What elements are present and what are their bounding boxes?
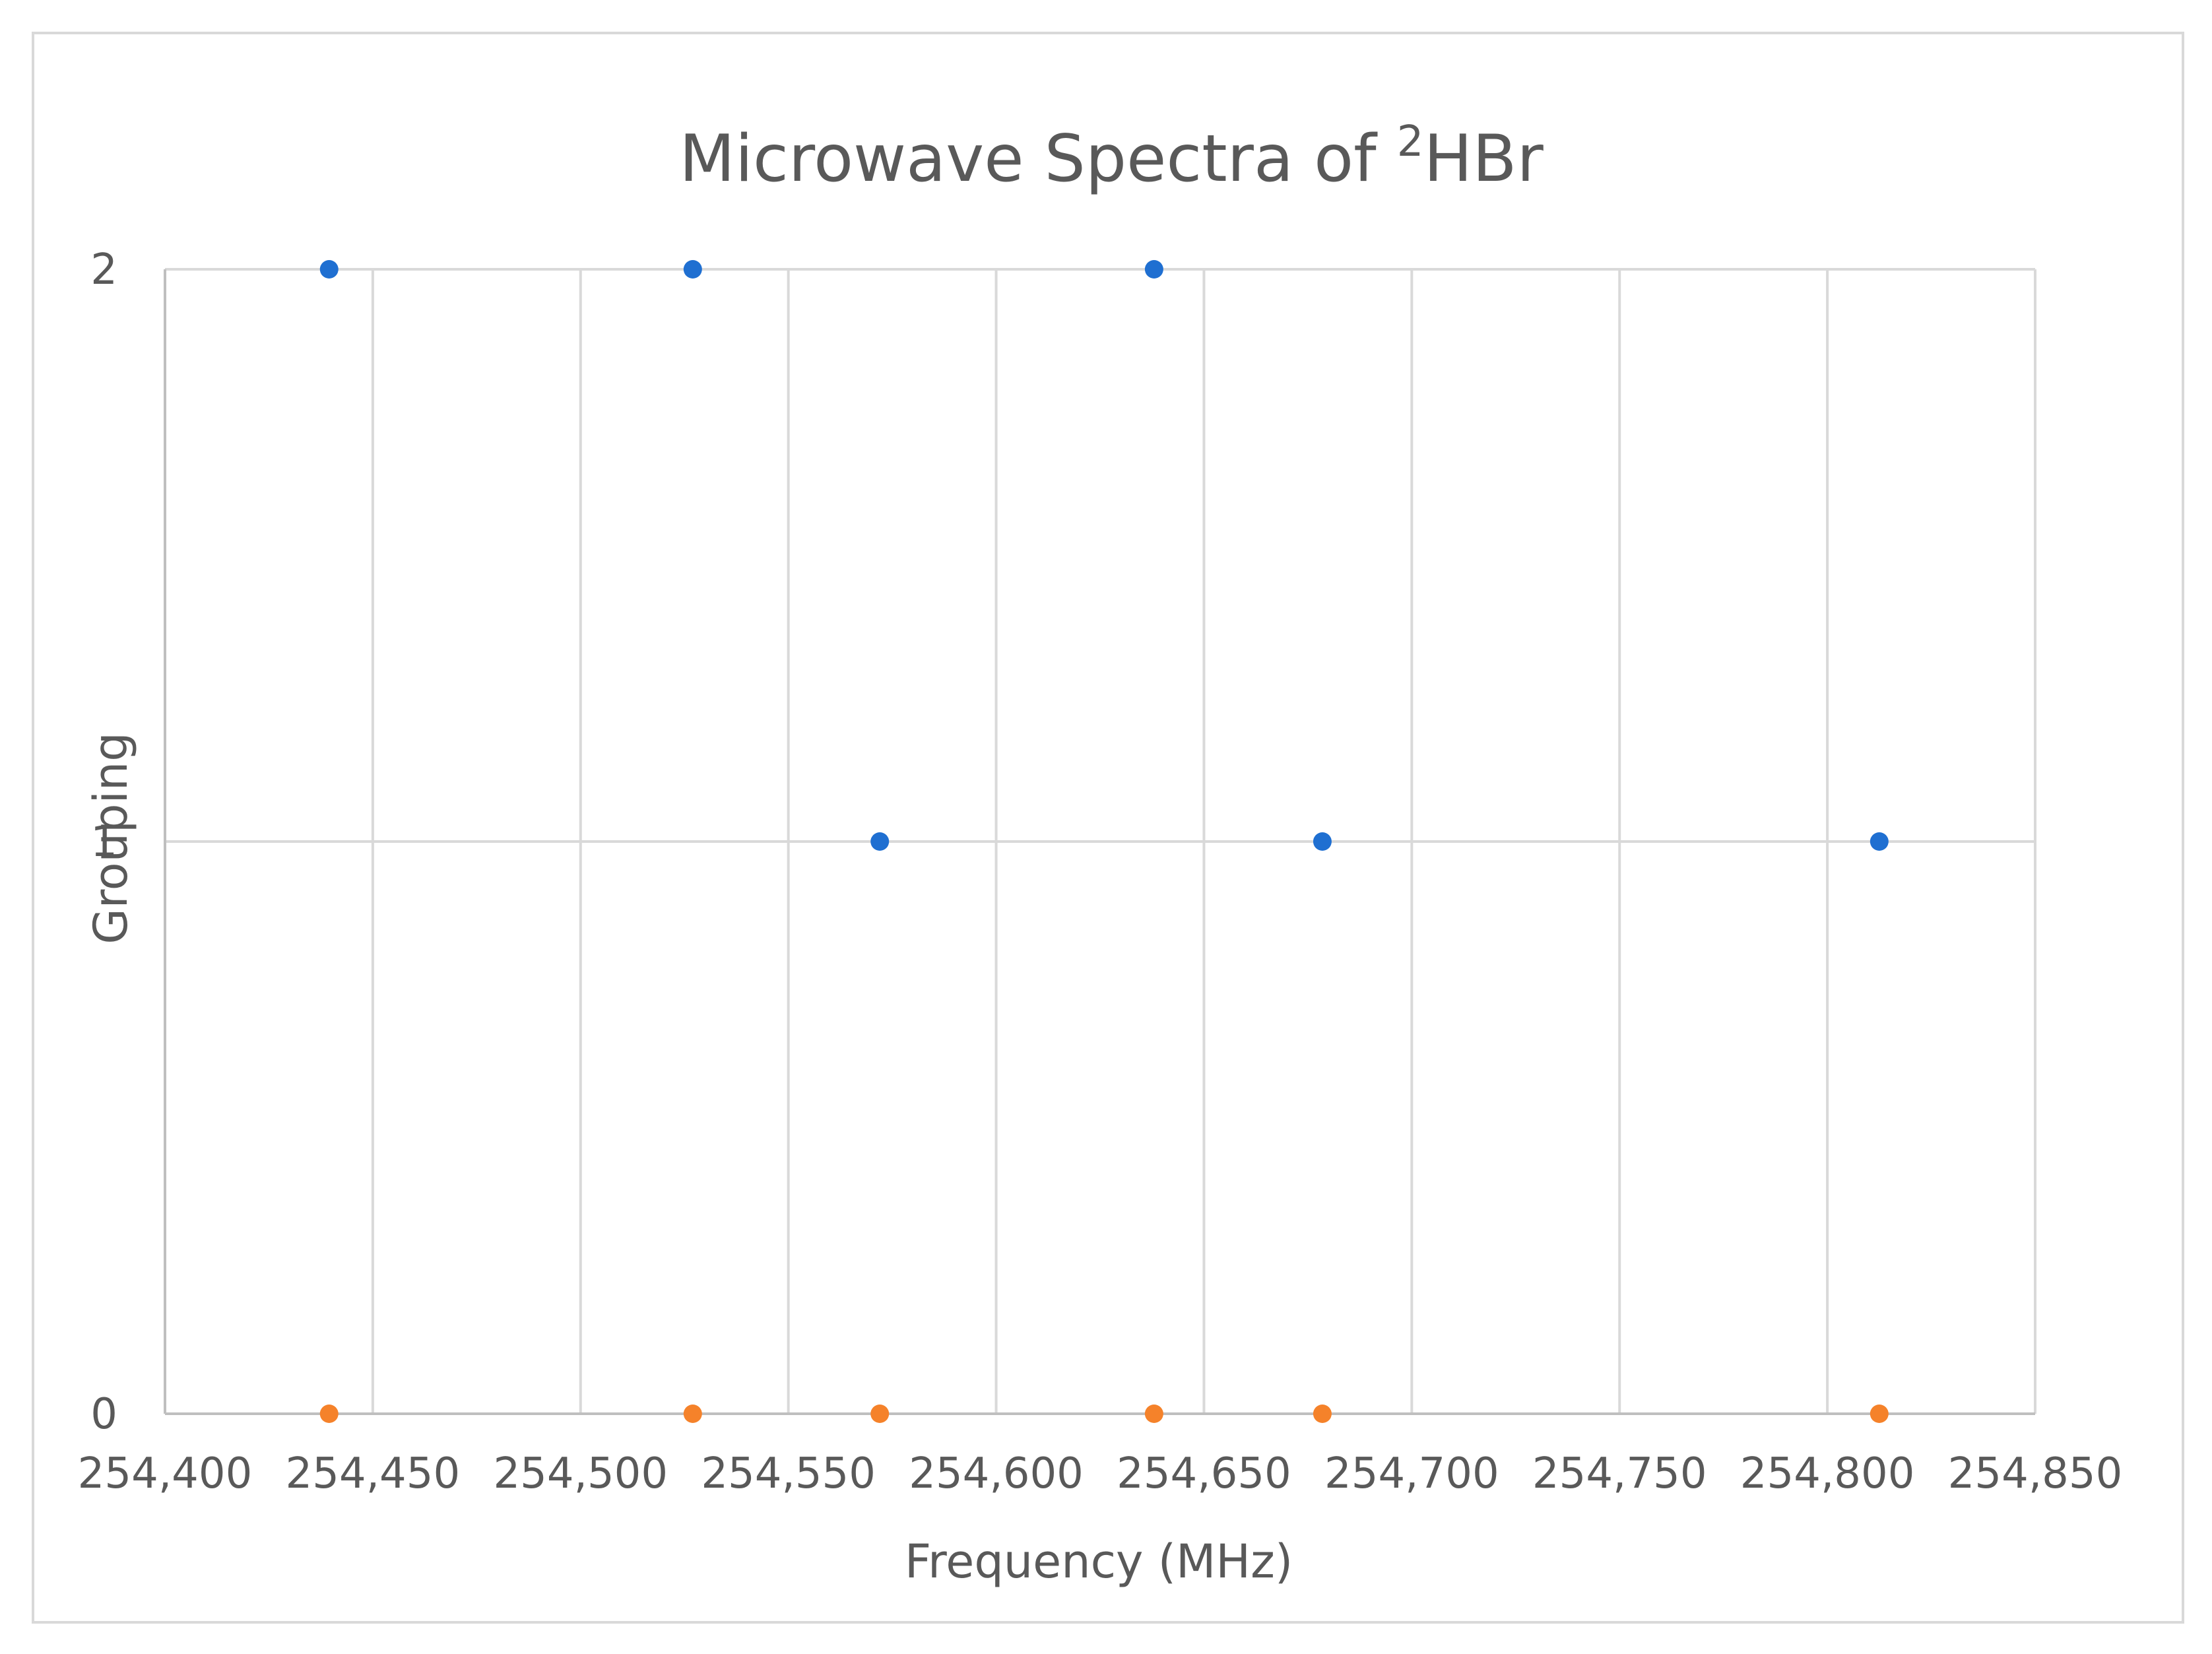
chart-svg: Microwave Spectra of 2HBr 254,400 254,450… — [78, 117, 2123, 1589]
x-tick-label: 254,600 — [909, 1449, 1084, 1498]
x-tick-label: 254,400 — [78, 1449, 253, 1498]
data-point-series-1 — [1313, 832, 1332, 851]
y-axis-label: Grouping — [84, 732, 138, 944]
grid-layer — [164, 268, 2036, 1414]
y-tick-label: 2 — [90, 246, 117, 294]
x-axis-label: Frequency (MHz) — [905, 1535, 1293, 1589]
y-tick-label: 1 — [90, 818, 117, 867]
x-tick-label: 254,550 — [701, 1449, 876, 1498]
y-tick-labels: 0 1 2 — [90, 246, 117, 1439]
data-point-series-1 — [1144, 260, 1163, 279]
x-tick-label: 254,850 — [1948, 1449, 2123, 1498]
data-point-series-2 — [870, 1405, 890, 1423]
data-point-series-1 — [319, 260, 339, 279]
chart-title-superscript: 2 — [1397, 117, 1424, 166]
chart-title: Microwave Spectra of 2HBr — [679, 117, 1544, 197]
data-point-series-2 — [319, 1405, 339, 1423]
data-point-series-1 — [870, 832, 890, 851]
x-tick-label: 254,800 — [1740, 1449, 1915, 1498]
x-tick-label: 254,500 — [493, 1449, 668, 1498]
data-point-series-2 — [1870, 1405, 1889, 1423]
data-point-series-2 — [683, 1405, 702, 1423]
x-tick-labels: 254,400 254,450 254,500 254,550 254,600 254,6… — [78, 1449, 2123, 1498]
x-tick-label: 254,450 — [286, 1449, 461, 1498]
chart-frame: Microwave Spectra of 2HBr 254,400 254,450… — [32, 32, 2184, 1624]
chart-title-end: HBr — [1424, 121, 1544, 197]
chart-title-main: Microwave Spectra of — [679, 121, 1397, 197]
x-tick-label: 254,650 — [1117, 1449, 1291, 1498]
data-point-series-1 — [1870, 832, 1889, 851]
axis-layer — [164, 269, 2035, 1415]
data-point-series-2 — [1144, 1405, 1163, 1423]
x-tick-label: 254,750 — [1532, 1449, 1707, 1498]
data-points — [319, 260, 1889, 1423]
x-tick-label: 254,700 — [1324, 1449, 1499, 1498]
data-point-series-1 — [683, 260, 702, 279]
data-point-series-2 — [1313, 1405, 1332, 1423]
y-tick-label: 0 — [90, 1390, 117, 1439]
